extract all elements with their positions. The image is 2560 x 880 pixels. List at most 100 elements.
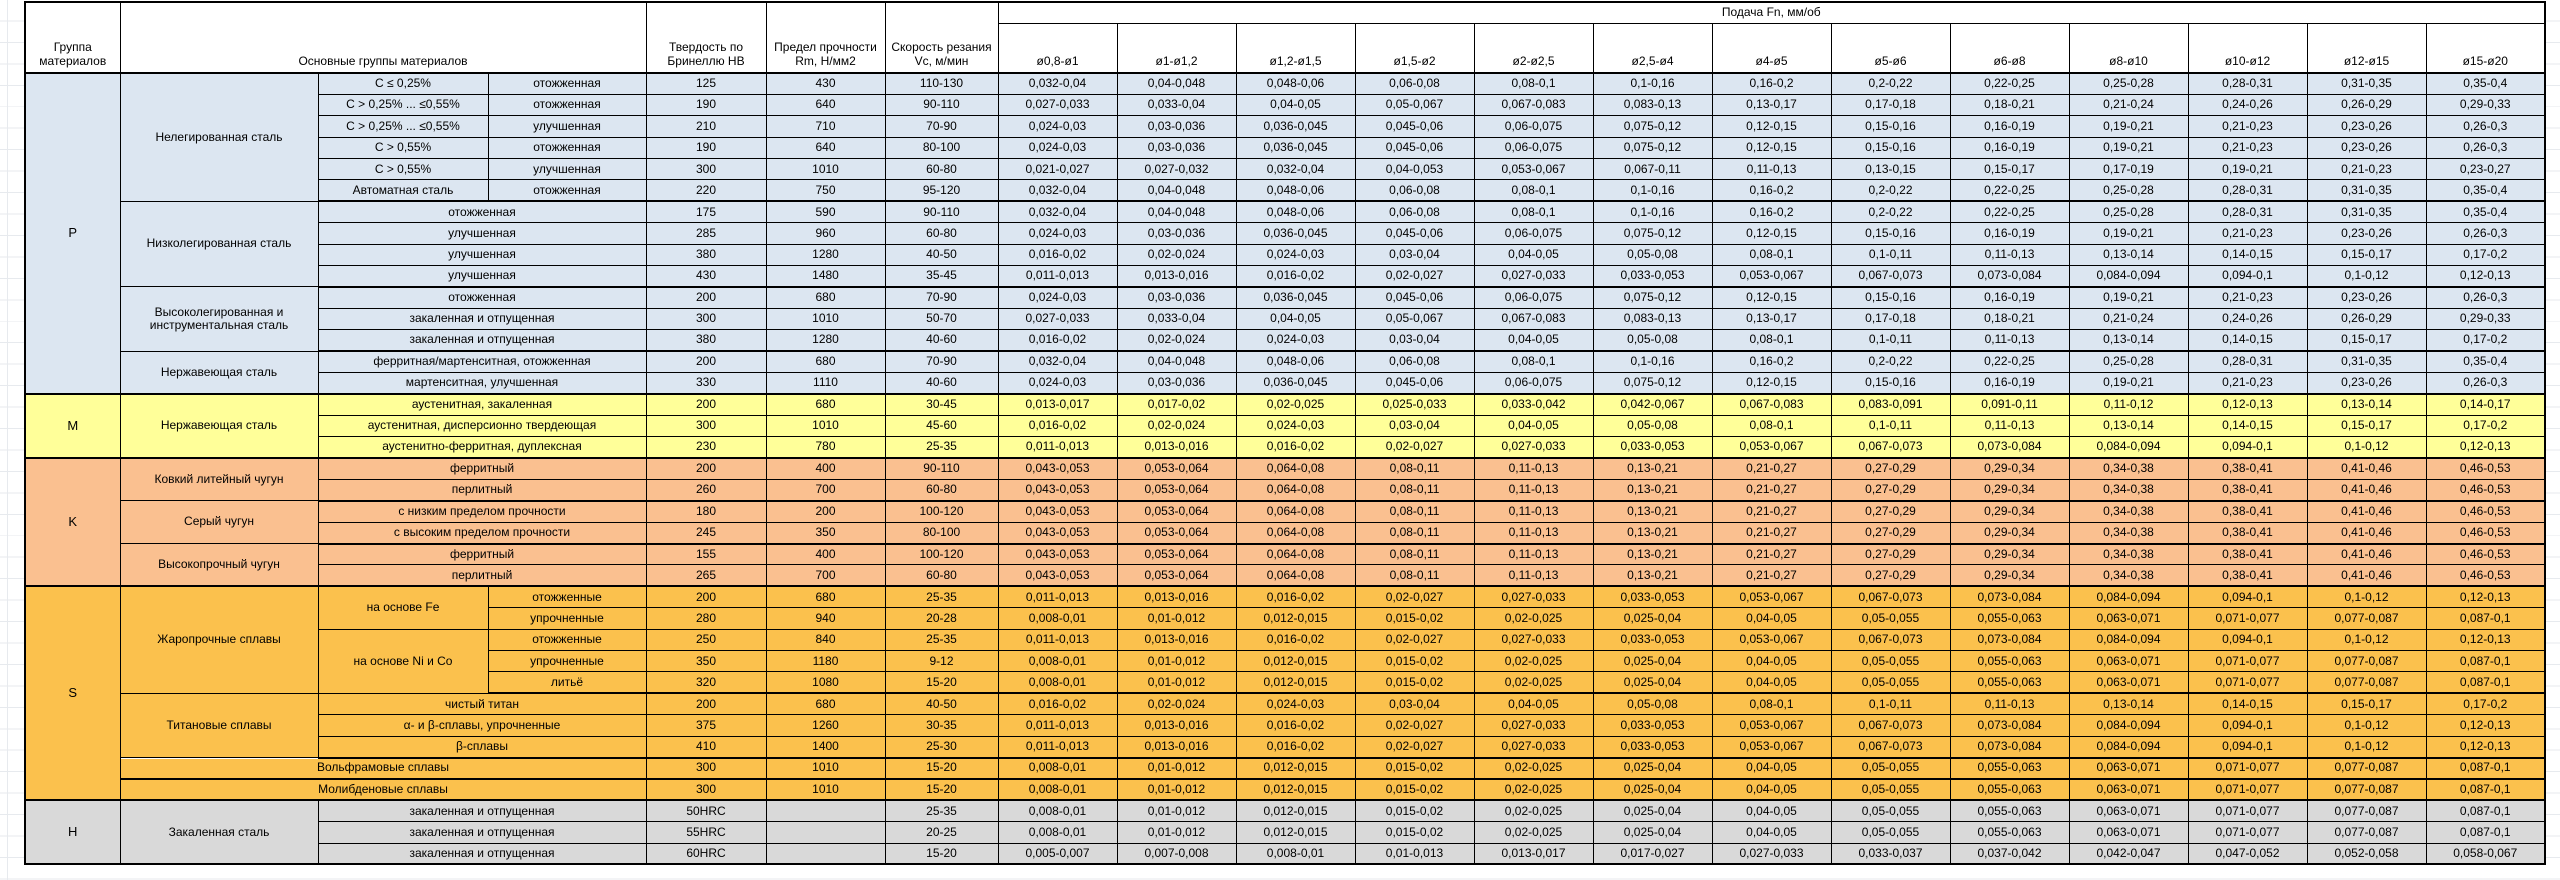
hb-value[interactable]: 200 — [645, 350, 767, 373]
feed-value[interactable]: 0,016-0,02 — [1235, 628, 1356, 652]
vc-value[interactable]: 40-60 — [884, 371, 999, 395]
feed-value[interactable]: 0,064-0,08 — [1235, 543, 1356, 566]
feed-value[interactable]: 0,012-0,015 — [1235, 756, 1356, 780]
feed-value[interactable]: 0,46-0,53 — [2425, 564, 2546, 588]
feed-value[interactable]: 0,26-0,3 — [2425, 136, 2546, 160]
feed-value[interactable]: 0,01-0,012 — [1116, 607, 1237, 630]
feed-value[interactable]: 0,025-0,04 — [1592, 650, 1713, 673]
feed-value[interactable]: 0,02-0,025 — [1473, 778, 1594, 802]
material-state[interactable]: отожженные — [487, 628, 647, 652]
feed-value[interactable]: 0,15-0,17 — [2306, 692, 2427, 716]
feed-value[interactable]: 0,04-0,048 — [1116, 200, 1237, 224]
feed-value[interactable]: 0,064-0,08 — [1235, 564, 1356, 588]
feed-value[interactable]: 0,011-0,013 — [997, 265, 1118, 288]
feed-value[interactable]: 0,024-0,03 — [1235, 414, 1356, 438]
feed-value[interactable]: 0,22-0,25 — [1949, 71, 2070, 95]
feed-value[interactable]: 0,13-0,21 — [1592, 478, 1713, 502]
feed-value[interactable]: 0,02-0,025 — [1473, 607, 1594, 630]
feed-value[interactable]: 0,46-0,53 — [2425, 543, 2546, 566]
feed-value[interactable]: 0,12-0,13 — [2425, 628, 2546, 652]
feed-value[interactable]: 0,048-0,06 — [1235, 350, 1356, 373]
feed-value[interactable]: 0,013-0,016 — [1116, 735, 1237, 759]
feed-value[interactable]: 0,008-0,01 — [997, 607, 1118, 630]
feed-value[interactable]: 0,13-0,14 — [2068, 692, 2189, 716]
feed-value[interactable]: 0,016-0,02 — [997, 243, 1118, 267]
material-subgroup[interactable]: C > 0,55% — [317, 158, 489, 181]
material-state[interactable]: закаленная и отпущенная — [317, 329, 647, 353]
material-state[interactable]: аустенитная, закаленная — [317, 392, 647, 416]
vc-value[interactable]: 70-90 — [884, 286, 999, 309]
feed-value[interactable]: 0,26-0,3 — [2425, 222, 2546, 245]
feed-value[interactable]: 0,08-0,1 — [1473, 179, 1594, 203]
vc-value[interactable]: 30-35 — [884, 714, 999, 737]
rm-value[interactable]: 590 — [765, 200, 886, 224]
feed-value[interactable]: 0,1-0,12 — [2306, 735, 2427, 759]
vc-value[interactable]: 60-80 — [884, 222, 999, 245]
material-name[interactable]: Нелегированная сталь — [119, 71, 319, 202]
feed-value[interactable]: 0,08-0,1 — [1711, 329, 1832, 353]
feed-value[interactable]: 0,21-0,23 — [2306, 158, 2427, 181]
feed-value[interactable]: 0,027-0,033 — [997, 93, 1118, 117]
material-name[interactable]: Молибденовые сплавы — [119, 778, 647, 802]
feed-value[interactable]: 0,12-0,13 — [2425, 265, 2546, 288]
vc-value[interactable]: 70-90 — [884, 350, 999, 373]
feed-value[interactable]: 0,13-0,14 — [2068, 414, 2189, 438]
feed-value[interactable]: 0,04-0,05 — [1711, 778, 1832, 802]
material-name[interactable]: Высоколегированная и инструментальная ст… — [119, 286, 319, 352]
material-state[interactable]: улучшенная — [317, 222, 647, 245]
feed-value[interactable]: 0,15-0,17 — [2306, 414, 2427, 438]
feed-value[interactable]: 0,067-0,11 — [1592, 158, 1713, 181]
feed-value[interactable]: 0,23-0,26 — [2306, 371, 2427, 395]
feed-value[interactable]: 0,34-0,38 — [2068, 500, 2189, 523]
material-state[interactable]: улучшенная — [317, 265, 647, 288]
feed-value[interactable]: 0,04-0,053 — [1354, 158, 1475, 181]
hb-value[interactable]: 300 — [645, 158, 767, 181]
feed-value[interactable]: 0,016-0,02 — [1235, 714, 1356, 737]
vc-value[interactable]: 80-100 — [884, 136, 999, 160]
feed-value[interactable]: 0,23-0,26 — [2306, 286, 2427, 309]
feed-value[interactable]: 0,11-0,13 — [1473, 543, 1594, 566]
feed-value[interactable]: 0,047-0,052 — [2187, 842, 2308, 866]
feed-value[interactable]: 0,067-0,073 — [1830, 628, 1951, 652]
feed-value[interactable]: 0,04-0,048 — [1116, 350, 1237, 373]
feed-value[interactable]: 0,05-0,08 — [1592, 329, 1713, 353]
feed-value[interactable]: 0,13-0,21 — [1592, 500, 1713, 523]
vc-value[interactable]: 40-50 — [884, 692, 999, 716]
feed-value[interactable]: 0,011-0,013 — [997, 436, 1118, 460]
feed-value[interactable]: 0,13-0,17 — [1711, 307, 1832, 331]
feed-value[interactable]: 0,033-0,053 — [1592, 628, 1713, 652]
feed-value[interactable]: 0,025-0,04 — [1592, 607, 1713, 630]
feed-value[interactable]: 0,02-0,025 — [1473, 799, 1594, 823]
feed-value[interactable]: 0,02-0,024 — [1116, 243, 1237, 267]
feed-value[interactable]: 0,015-0,02 — [1354, 778, 1475, 802]
feed-value[interactable]: 0,055-0,063 — [1949, 650, 2070, 673]
feed-value[interactable]: 0,032-0,04 — [997, 179, 1118, 203]
feed-value[interactable]: 0,28-0,31 — [2187, 71, 2308, 95]
feed-value[interactable]: 0,06-0,08 — [1354, 350, 1475, 373]
feed-value[interactable]: 0,013-0,016 — [1116, 436, 1237, 460]
feed-size-header[interactable]: ø0,8-ø1 — [997, 22, 1118, 74]
feed-value[interactable]: 0,28-0,31 — [2187, 350, 2308, 373]
feed-value[interactable]: 0,02-0,027 — [1354, 735, 1475, 759]
feed-value[interactable]: 0,31-0,35 — [2306, 350, 2427, 373]
feed-value[interactable]: 0,08-0,1 — [1711, 692, 1832, 716]
feed-value[interactable]: 0,077-0,087 — [2306, 607, 2427, 630]
feed-value[interactable]: 0,11-0,13 — [1473, 500, 1594, 523]
vc-value[interactable]: 40-60 — [884, 329, 999, 353]
feed-value[interactable]: 0,053-0,067 — [1711, 436, 1832, 460]
hb-value[interactable]: 175 — [645, 200, 767, 224]
material-state[interactable]: закаленная и отпущенная — [317, 821, 647, 844]
feed-value[interactable]: 0,11-0,13 — [1711, 158, 1832, 181]
feed-value[interactable]: 0,033-0,037 — [1830, 842, 1951, 866]
feed-value[interactable]: 0,35-0,4 — [2425, 179, 2546, 203]
feed-value[interactable]: 0,008-0,01 — [997, 650, 1118, 673]
rm-value[interactable]: 400 — [765, 457, 886, 480]
feed-value[interactable]: 0,033-0,04 — [1116, 93, 1237, 117]
feed-value[interactable]: 0,027-0,032 — [1116, 158, 1237, 181]
hb-value[interactable]: 200 — [645, 585, 767, 609]
feed-value[interactable]: 0,31-0,35 — [2306, 71, 2427, 95]
feed-value[interactable]: 0,067-0,073 — [1830, 265, 1951, 288]
feed-value[interactable]: 0,19-0,21 — [2187, 158, 2308, 181]
material-state[interactable]: улучшенная — [317, 243, 647, 267]
feed-value[interactable]: 0,29-0,34 — [1949, 478, 2070, 502]
